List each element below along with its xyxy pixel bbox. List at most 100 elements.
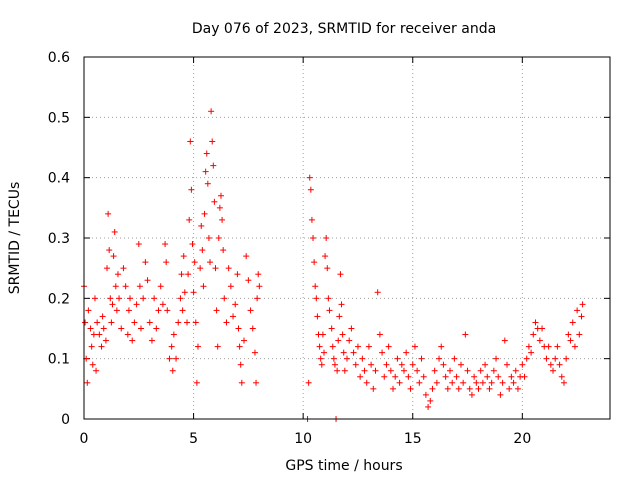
data-point	[181, 289, 188, 296]
data-point	[383, 361, 390, 368]
data-point	[320, 349, 327, 356]
data-point	[328, 325, 335, 332]
data-point	[317, 355, 324, 362]
data-point	[191, 259, 198, 266]
data-point	[501, 337, 508, 344]
data-point	[578, 313, 585, 320]
data-point	[554, 343, 561, 350]
data-point	[199, 247, 206, 254]
data-point	[512, 367, 519, 374]
data-point	[519, 361, 526, 368]
data-point	[114, 271, 121, 278]
data-point	[331, 361, 338, 368]
data-point	[411, 343, 418, 350]
data-point	[442, 373, 449, 380]
data-point	[310, 235, 317, 241]
data-point	[189, 241, 196, 248]
data-point	[209, 138, 216, 145]
data-point	[468, 391, 475, 398]
data-point	[414, 367, 421, 374]
data-point	[493, 355, 500, 362]
data-point	[340, 349, 347, 356]
data-point	[93, 367, 100, 374]
data-point	[157, 283, 164, 290]
data-point	[475, 385, 482, 392]
data-point	[387, 367, 394, 374]
grid-lines	[84, 57, 610, 419]
data-point	[146, 319, 153, 326]
data-point	[348, 325, 355, 332]
data-point	[431, 367, 438, 374]
data-point	[110, 253, 117, 260]
data-point	[212, 265, 219, 272]
data-point	[464, 367, 471, 374]
data-point	[440, 361, 447, 368]
data-point	[422, 391, 429, 398]
data-point	[425, 403, 432, 410]
y-tick-label: 0.4	[48, 171, 70, 187]
data-point	[203, 150, 210, 157]
data-point	[574, 307, 581, 314]
data-point	[324, 265, 331, 272]
data-point	[319, 331, 326, 338]
data-point	[91, 295, 98, 302]
data-point	[254, 295, 261, 302]
data-point	[312, 283, 319, 290]
data-point	[220, 247, 227, 254]
data-point	[122, 283, 129, 290]
data-point	[438, 343, 445, 350]
data-point	[556, 361, 563, 368]
data-point	[194, 343, 201, 350]
data-point	[335, 337, 342, 344]
data-point	[223, 319, 230, 326]
data-point	[337, 271, 344, 278]
data-point	[127, 295, 134, 302]
data-point	[131, 319, 138, 326]
data-point	[477, 367, 484, 374]
data-point	[256, 283, 263, 290]
data-point	[376, 331, 383, 338]
data-point	[316, 343, 323, 350]
x-tick-label: 15	[404, 431, 422, 447]
data-point	[385, 343, 392, 350]
data-point	[105, 210, 112, 217]
data-point	[400, 367, 407, 374]
data-point	[322, 253, 329, 260]
data-point	[180, 253, 187, 260]
data-points	[81, 108, 586, 422]
data-point	[532, 319, 539, 326]
data-point	[184, 319, 191, 326]
data-point	[503, 361, 510, 368]
data-point	[420, 373, 427, 380]
data-point	[525, 343, 532, 350]
data-point	[162, 241, 169, 248]
data-point	[405, 373, 412, 380]
data-point	[530, 331, 537, 338]
data-point	[451, 355, 458, 362]
x-tick-label: 20	[513, 431, 531, 447]
data-point	[109, 301, 116, 308]
data-point	[142, 259, 149, 266]
data-point	[407, 385, 414, 392]
data-point	[341, 367, 348, 374]
data-point	[99, 313, 106, 320]
data-point	[215, 235, 222, 241]
data-point	[579, 301, 586, 308]
data-point	[155, 307, 162, 314]
data-point	[392, 373, 399, 380]
data-point	[495, 373, 502, 380]
y-tick-label: 0.1	[48, 352, 70, 368]
data-point	[173, 355, 180, 362]
plot-area-frame	[83, 56, 611, 420]
data-point	[311, 259, 318, 266]
y-tick-label: 0.2	[48, 291, 70, 307]
data-point	[234, 271, 241, 278]
data-point	[455, 385, 462, 392]
data-point	[129, 337, 136, 344]
data-point	[372, 367, 379, 374]
data-point	[187, 138, 194, 145]
data-point	[243, 253, 250, 260]
data-point	[251, 349, 258, 356]
data-point	[200, 283, 207, 290]
